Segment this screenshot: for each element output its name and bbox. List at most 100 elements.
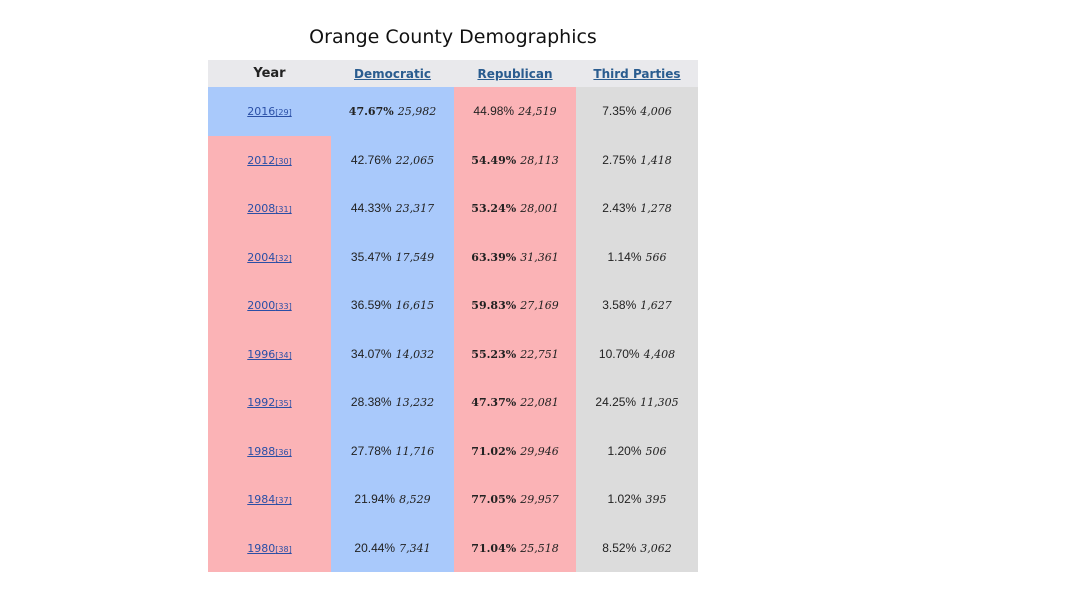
democratic-percent: 21.94%	[354, 492, 396, 507]
year-link[interactable]: 2016[29]	[247, 105, 291, 118]
republican-cell: 71.02% 29,946	[454, 426, 576, 475]
democratic-percent: 28.38%	[350, 395, 392, 410]
third-parties-votes: 1,278	[640, 202, 672, 216]
table-row: 1988[36] 27.78% 11,716 71.02% 29,946 1.20% 506	[208, 426, 698, 475]
democratic-percent: 35.47%	[350, 249, 392, 264]
reference-mark: [30]	[275, 156, 292, 166]
table-row: 1984[37] 21.94% 8,529 77.05% 29,957 1.02% 395	[208, 475, 698, 524]
year-link[interactable]: 1980[38]	[247, 542, 291, 555]
third-parties-cell: 2.43% 1,278	[576, 184, 698, 233]
republican-percent: 44.98%	[473, 104, 515, 119]
democratic-cell: 42.76% 22,065	[331, 135, 454, 184]
year-cell: 1992[35]	[208, 378, 331, 427]
third-parties-votes: 1,418	[640, 153, 672, 167]
third-parties-percent: 1.14%	[607, 249, 642, 264]
year-link[interactable]: 2000[33]	[247, 299, 291, 312]
republican-votes: 22,081	[520, 396, 559, 410]
header-row: Year Democratic Republican Third Parties	[208, 60, 698, 87]
republican-column-header[interactable]: Republican	[454, 60, 576, 87]
third-parties-percent: 2.43%	[602, 201, 637, 216]
third-parties-cell: 2.75% 1,418	[576, 135, 698, 184]
democratic-cell: 47.67% 25,982	[331, 87, 454, 136]
republican-cell: 53.24% 28,001	[454, 184, 576, 233]
year-cell: 2004[32]	[208, 232, 331, 281]
table-row: 2004[32] 35.47% 17,549 63.39% 31,361 1.14% 566	[208, 232, 698, 281]
republican-votes: 25,518	[520, 541, 559, 555]
table-row: 2008[31] 44.33% 23,317 53.24% 28,001 2.43% 1,2…	[208, 184, 698, 233]
republican-cell: 55.23% 22,751	[454, 329, 576, 378]
democratic-cell: 28.38% 13,232	[331, 378, 454, 427]
third-parties-cell: 24.25% 11,305	[576, 378, 698, 427]
year-text: 1996	[247, 347, 276, 361]
third-parties-cell: 1.20% 506	[576, 426, 698, 475]
democratic-votes: 11,716	[395, 444, 435, 458]
year-cell: 2016[29]	[208, 87, 331, 136]
year-cell: 1984[37]	[208, 475, 331, 524]
year-link[interactable]: 1992[35]	[247, 396, 291, 409]
year-link[interactable]: 2004[32]	[247, 251, 291, 264]
year-link[interactable]: 1984[37]	[247, 493, 291, 506]
democratic-votes: 23,317	[395, 202, 435, 216]
third-parties-percent: 10.70%	[598, 346, 640, 361]
year-text: 2008	[247, 202, 276, 216]
reference-mark: [38]	[275, 544, 292, 554]
third-parties-cell: 1.02% 395	[576, 475, 698, 524]
third-parties-votes: 566	[645, 250, 667, 264]
year-link[interactable]: 1988[36]	[247, 445, 291, 458]
third-parties-votes: 11,305	[640, 396, 679, 410]
republican-cell: 71.04% 25,518	[454, 523, 576, 572]
election-results-table: Year Democratic Republican Third Parties…	[208, 60, 698, 572]
republican-votes: 28,113	[520, 153, 559, 167]
third-parties-cell: 1.14% 566	[576, 232, 698, 281]
democratic-votes: 8,529	[399, 493, 431, 507]
table-row: 1992[35] 28.38% 13,232 47.37% 22,081 24.25% 11…	[208, 378, 698, 427]
reference-mark: [31]	[275, 205, 292, 215]
third-parties-votes: 3,062	[640, 541, 672, 555]
republican-percent: 47.37%	[471, 396, 517, 410]
democratic-votes: 22,065	[395, 153, 435, 167]
table-row: 1980[38] 20.44% 7,341 71.04% 25,518 8.52% 3,06…	[208, 523, 698, 572]
democratic-votes: 13,232	[395, 396, 435, 410]
democratic-votes: 7,341	[399, 541, 431, 555]
third-parties-column-header[interactable]: Third Parties	[576, 60, 698, 87]
republican-percent: 63.39%	[471, 250, 517, 264]
republican-votes: 28,001	[520, 202, 559, 216]
third-parties-percent: 1.02%	[607, 492, 642, 507]
year-text: 1980	[247, 541, 276, 555]
democratic-cell: 44.33% 23,317	[331, 184, 454, 233]
democratic-votes: 16,615	[395, 299, 435, 313]
third-parties-percent: 8.52%	[602, 540, 637, 555]
year-link[interactable]: 2008[31]	[247, 202, 291, 215]
democratic-cell: 21.94% 8,529	[331, 475, 454, 524]
year-link[interactable]: 2012[30]	[247, 154, 291, 167]
year-cell: 2012[30]	[208, 135, 331, 184]
democratic-cell: 34.07% 14,032	[331, 329, 454, 378]
republican-cell: 54.49% 28,113	[454, 135, 576, 184]
republican-percent: 71.02%	[471, 444, 517, 458]
reference-mark: [29]	[275, 108, 292, 118]
table-row: 1996[34] 34.07% 14,032 55.23% 22,751 10.70% 4,…	[208, 329, 698, 378]
republican-cell: 47.37% 22,081	[454, 378, 576, 427]
reference-mark: [34]	[275, 350, 292, 360]
republican-votes: 22,751	[520, 347, 559, 361]
democratic-cell: 20.44% 7,341	[331, 523, 454, 572]
republican-votes: 29,946	[520, 444, 559, 458]
democratic-column-header[interactable]: Democratic	[331, 60, 454, 87]
republican-cell: 77.05% 29,957	[454, 475, 576, 524]
third-parties-votes: 4,408	[643, 347, 676, 361]
year-cell: 2000[33]	[208, 281, 331, 330]
democratic-percent: 27.78%	[350, 443, 392, 458]
reference-mark: [37]	[275, 496, 292, 506]
republican-percent: 53.24%	[471, 202, 517, 216]
republican-percent: 55.23%	[471, 347, 517, 361]
year-text: 1988	[247, 444, 276, 458]
republican-votes: 29,957	[520, 493, 559, 507]
third-parties-percent: 3.58%	[602, 298, 637, 313]
republican-cell: 44.98% 24,519	[454, 87, 576, 136]
year-text: 2000	[247, 299, 276, 313]
republican-votes: 31,361	[520, 250, 559, 264]
year-cell: 1996[34]	[208, 329, 331, 378]
reference-mark: [35]	[275, 399, 292, 409]
third-parties-votes: 1,627	[640, 299, 672, 313]
year-link[interactable]: 1996[34]	[247, 348, 291, 361]
